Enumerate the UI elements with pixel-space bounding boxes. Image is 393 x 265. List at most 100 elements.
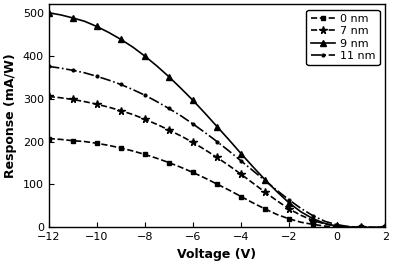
Y-axis label: Response (mA/W): Response (mA/W): [4, 54, 17, 178]
7 nm: [46, 95, 51, 98]
11 nm: [275, 189, 279, 192]
9 nm: [46, 11, 51, 14]
0 nm: [46, 137, 51, 140]
7 nm: [383, 226, 387, 229]
7 nm: [94, 103, 99, 106]
7 nm: [83, 100, 87, 103]
11 nm: [227, 149, 231, 153]
9 nm: [335, 224, 340, 228]
0 nm: [154, 157, 159, 160]
9 nm: [251, 165, 255, 169]
11 nm: [191, 122, 195, 126]
0 nm: [323, 224, 327, 228]
0 nm: [178, 166, 183, 169]
9 nm: [203, 112, 208, 115]
11 nm: [143, 94, 147, 97]
7 nm: [287, 207, 292, 211]
0 nm: [70, 139, 75, 142]
9 nm: [299, 210, 303, 214]
7 nm: [299, 214, 303, 217]
0 nm: [383, 226, 387, 229]
0 nm: [347, 226, 352, 229]
11 nm: [323, 220, 327, 223]
9 nm: [227, 138, 231, 142]
Line: 7 nm: 7 nm: [45, 93, 389, 231]
11 nm: [383, 226, 387, 229]
9 nm: [383, 226, 387, 229]
Line: 9 nm: 9 nm: [46, 10, 388, 231]
9 nm: [263, 178, 267, 181]
11 nm: [335, 223, 340, 226]
0 nm: [371, 226, 376, 229]
11 nm: [347, 225, 352, 228]
11 nm: [239, 159, 243, 162]
11 nm: [203, 131, 208, 134]
9 nm: [215, 125, 219, 128]
0 nm: [107, 144, 111, 147]
11 nm: [59, 67, 63, 70]
9 nm: [130, 46, 135, 49]
11 nm: [46, 65, 51, 68]
9 nm: [167, 75, 171, 78]
11 nm: [263, 179, 267, 182]
11 nm: [287, 198, 292, 201]
9 nm: [178, 87, 183, 90]
Legend: 0 nm, 7 nm, 9 nm, 11 nm: 0 nm, 7 nm, 9 nm, 11 nm: [307, 10, 380, 65]
Line: 11 nm: 11 nm: [46, 64, 388, 230]
7 nm: [311, 219, 316, 222]
7 nm: [227, 164, 231, 167]
0 nm: [287, 217, 292, 220]
7 nm: [191, 141, 195, 144]
0 nm: [167, 161, 171, 164]
9 nm: [275, 190, 279, 193]
11 nm: [178, 114, 183, 117]
9 nm: [83, 20, 87, 23]
0 nm: [251, 201, 255, 205]
11 nm: [359, 226, 364, 229]
7 nm: [118, 109, 123, 112]
9 nm: [371, 226, 376, 229]
9 nm: [359, 226, 364, 229]
9 nm: [239, 152, 243, 155]
7 nm: [215, 156, 219, 159]
0 nm: [143, 153, 147, 156]
0 nm: [311, 223, 316, 226]
9 nm: [347, 226, 352, 229]
11 nm: [311, 214, 316, 217]
7 nm: [251, 182, 255, 185]
9 nm: [118, 38, 123, 41]
9 nm: [94, 25, 99, 28]
7 nm: [167, 128, 171, 131]
0 nm: [335, 226, 340, 229]
7 nm: [154, 123, 159, 126]
7 nm: [107, 106, 111, 109]
7 nm: [130, 113, 135, 116]
11 nm: [130, 88, 135, 91]
0 nm: [359, 226, 364, 229]
11 nm: [94, 75, 99, 78]
11 nm: [251, 169, 255, 172]
0 nm: [94, 142, 99, 145]
0 nm: [118, 146, 123, 149]
0 nm: [203, 176, 208, 180]
9 nm: [59, 13, 63, 16]
0 nm: [83, 140, 87, 143]
7 nm: [263, 191, 267, 194]
11 nm: [167, 107, 171, 110]
0 nm: [263, 207, 267, 211]
7 nm: [323, 222, 327, 226]
11 nm: [215, 140, 219, 143]
7 nm: [275, 199, 279, 202]
0 nm: [59, 138, 63, 141]
0 nm: [227, 188, 231, 192]
7 nm: [143, 118, 147, 121]
7 nm: [70, 98, 75, 101]
0 nm: [275, 213, 279, 216]
7 nm: [59, 96, 63, 99]
9 nm: [107, 31, 111, 34]
11 nm: [299, 207, 303, 210]
7 nm: [335, 224, 340, 228]
7 nm: [203, 148, 208, 151]
0 nm: [215, 183, 219, 186]
11 nm: [118, 83, 123, 86]
